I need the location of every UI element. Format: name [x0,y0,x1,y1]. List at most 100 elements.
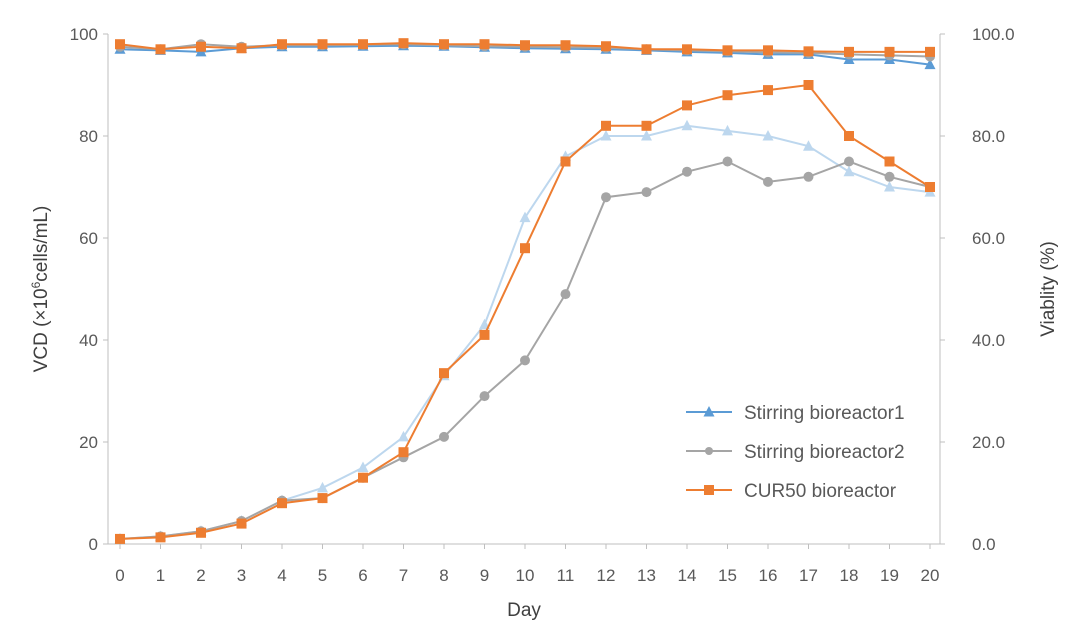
viability-point [763,45,773,56]
vcd-point [519,211,531,223]
vcd-point [520,243,530,254]
legend-marker [703,406,715,417]
y-axis-left-title-suffix: cells/mL) [31,206,52,282]
legend-entry-3: CUR50 bioreactor [686,481,897,502]
viability-point [479,39,490,50]
axes [103,33,945,549]
vcd-point [763,85,773,96]
vcd-point [439,368,449,379]
vcd-point [155,532,166,543]
y-axis-left-title-prefix: VCD (×10 [31,288,52,372]
viability-point [722,45,733,56]
vcd-point [884,156,895,167]
vcd-point [317,493,328,504]
vcd-point [641,187,652,198]
viability-point [155,44,166,55]
viability-point [641,44,652,55]
vcd-point [196,527,206,538]
y-axis-right-title: Viablity (%) [1038,241,1059,337]
x-tick-label: 14 [678,566,697,585]
vcd-point [844,131,854,141]
y-left-tick-label: 100 [70,25,98,44]
vcd-point [641,130,652,141]
x-tick-label: 8 [439,566,448,585]
x-tick-label: 11 [557,566,575,585]
legend-label: CUR50 bioreactor [744,481,897,502]
y-right-tick-label: 0.0 [972,535,996,554]
vcd-point [479,329,490,340]
viability-point [520,40,530,51]
viability-point [803,46,814,57]
vcd-point [601,192,611,203]
vcd-point [925,182,935,192]
vcd-point [560,289,571,300]
legend-marker [705,447,713,455]
vcd-point [600,130,612,141]
vcd-point [317,481,328,493]
vcd-point [682,100,692,111]
vcd-point [479,391,490,402]
x-tick-label: 16 [759,566,778,585]
vcd-point [722,90,733,101]
vcd-point [844,156,854,167]
vcd-point [398,430,409,442]
y-left-tick-label: 60 [79,229,98,248]
vcd-point [803,140,814,151]
vcd-line [119,124,931,540]
series-vcd-3 [115,80,935,544]
x-tick-label: 17 [799,566,818,585]
viability-point [884,46,895,57]
vcd-point [641,120,652,131]
y-right-tick-label: 20.0 [972,433,1005,452]
legend: Stirring bioreactor1 Stirring bioreactor2… [686,403,905,502]
legend-marker [704,485,714,495]
legend-label: Stirring bioreactor1 [744,403,905,424]
viability-point [358,39,368,50]
x-tick-label: 9 [480,566,489,585]
x-tick-label: 19 [880,566,899,585]
vcd-point [236,518,247,529]
vcd-point [439,431,449,442]
y-left-tick-label: 80 [79,127,98,146]
x-tick-label: 1 [156,566,165,585]
viability-point [925,46,935,57]
y-left-tick-label: 40 [79,331,98,350]
x-tick-label: 7 [399,566,408,585]
vcd-point [479,318,490,330]
viability-point [682,44,692,55]
x-tick-label: 20 [921,566,940,585]
y-right-tick-label: 40.0 [972,331,1005,350]
vcd-point [681,119,693,131]
vcd-point [398,447,409,458]
vcd-point [357,461,369,472]
vcd-point [763,176,773,187]
y-left-tick-label: 20 [79,433,98,452]
viability-point [196,41,206,52]
viability-point [439,39,449,50]
vcd-point [277,498,287,509]
x-tick-label: 5 [318,566,327,585]
y-right-tick-label: 80.0 [972,127,1005,146]
vcd-point [722,124,733,136]
legend-entry-2: Stirring bioreactor2 [686,442,905,463]
x-tick-label: 3 [237,566,246,585]
x-tick-label: 6 [358,566,367,585]
y-left-tick-label: 0 [89,535,98,554]
plot-area [114,38,936,544]
vcd-point [762,130,774,141]
viability-point [317,39,328,50]
y-right-tick-label: 100.0 [972,25,1015,44]
y-right-tick-label: 60.0 [972,229,1005,248]
vcd-point [682,166,692,177]
series-vcd-1 [114,119,936,544]
vcd-point [884,171,895,182]
x-tick-label: 0 [115,566,124,585]
viability-point [398,38,409,49]
x-tick-label: 10 [516,566,535,585]
vcd-line [119,83,931,540]
x-tick-label: 2 [196,566,205,585]
y-axis-left-title-exponent: 6 [29,281,43,288]
x-tick-label: 18 [840,566,859,585]
viability-point [236,43,247,54]
